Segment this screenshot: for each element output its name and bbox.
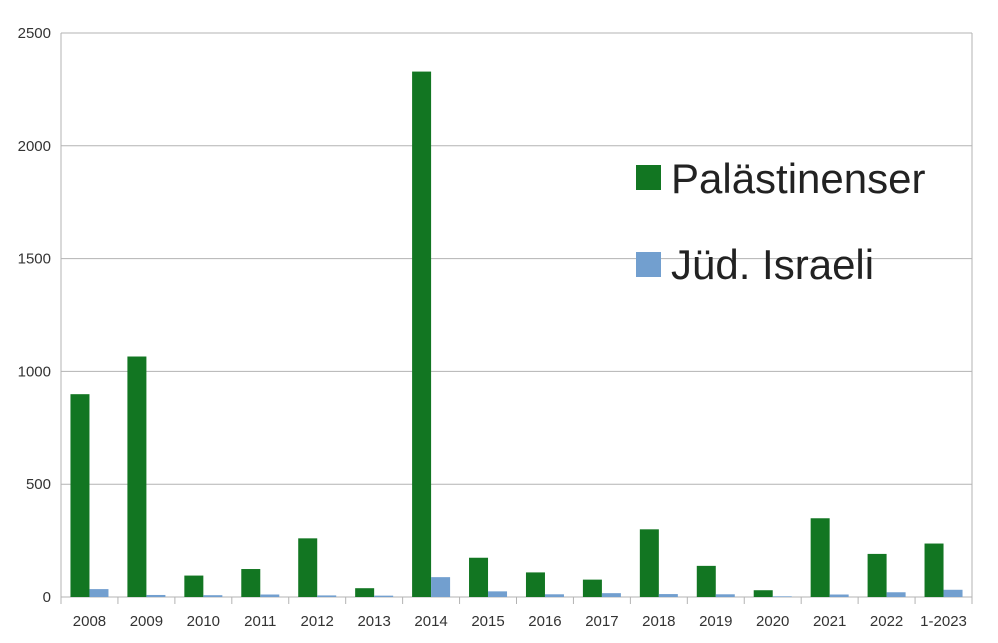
bar-juedische-israeli-2017: [601, 593, 621, 597]
bar-palaestinenser-2014: [412, 71, 432, 598]
legend-swatch-juedische-israeli: [636, 252, 661, 277]
bar-palaestinenser-2011: [241, 569, 261, 597]
x-tick-label: 2019: [699, 613, 732, 630]
bar-juedische-israeli-2015: [488, 591, 508, 597]
bar-juedische-israeli-2013: [374, 595, 394, 597]
y-tick-label: 2500: [18, 25, 51, 42]
y-tick-label: 0: [43, 589, 51, 606]
bar-juedische-israeli-2020: [772, 596, 792, 597]
bar-juedische-israeli-2011: [260, 594, 280, 597]
legend-label-palaestinenser: Palästinenser: [671, 155, 925, 202]
x-tick-label: 2020: [756, 613, 789, 630]
bar-juedische-israeli-2008: [89, 589, 109, 597]
x-tick-label: 2021: [813, 613, 846, 630]
x-tick-label: 2014: [414, 613, 447, 630]
bar-palaestinenser-2013: [355, 588, 375, 597]
bar-palaestinenser-2010: [184, 575, 204, 597]
bar-juedische-israeli-2014: [431, 577, 451, 597]
x-tick-label: 2016: [528, 613, 561, 630]
bar-juedische-israeli-1-2023: [943, 589, 963, 597]
axes: [60, 33, 973, 604]
bar-palaestinenser-2020: [753, 590, 773, 597]
bar-palaestinenser-2018: [639, 529, 659, 597]
legend: Palästinenser Jüd. Israeli: [636, 155, 925, 288]
y-axis-tick-labels: 0 500 1000 1500 2000 2500: [18, 25, 51, 606]
bar-palaestinenser-2016: [525, 572, 545, 597]
x-tick-label: 2022: [870, 613, 903, 630]
y-tick-label: 1000: [18, 363, 51, 380]
bar-palaestinenser-2009: [127, 356, 147, 597]
bar-palaestinenser-2015: [469, 557, 489, 597]
x-tick-label: 2017: [585, 613, 618, 630]
bars: [70, 71, 963, 598]
gridlines: [61, 32, 972, 598]
bar-juedische-israeli-2021: [829, 594, 849, 597]
bar-palaestinenser-2017: [582, 579, 602, 597]
x-tick-label: 2012: [301, 613, 334, 630]
x-tick-label: 2015: [471, 613, 504, 630]
x-tick-label: 2018: [642, 613, 675, 630]
x-tick-label: 1-2023: [920, 613, 967, 630]
bar-palaestinenser-2019: [696, 565, 716, 597]
x-tick-label: 2008: [73, 613, 106, 630]
y-tick-label: 2000: [18, 138, 51, 155]
x-tick-label: 2010: [187, 613, 220, 630]
bar-palaestinenser-2022: [867, 553, 887, 597]
bar-juedische-israeli-2009: [146, 594, 166, 597]
x-tick-label: 2009: [130, 613, 163, 630]
bar-palaestinenser-2008: [70, 394, 90, 597]
bar-juedische-israeli-2019: [715, 594, 735, 597]
x-tick-label: 2013: [357, 613, 390, 630]
bar-palaestinenser-1-2023: [924, 543, 944, 597]
legend-label-juedische-israeli: Jüd. Israeli: [671, 241, 874, 288]
x-axis-tick-labels: 2008 2009 2010 2011 2012 2013 2014 2015 2016 2017…: [73, 613, 967, 630]
x-tick-label: 2011: [244, 613, 276, 630]
bar-juedische-israeli-2018: [658, 594, 678, 597]
legend-swatch-palaestinenser: [636, 165, 661, 190]
bar-juedische-israeli-2016: [544, 594, 564, 597]
bar-palaestinenser-2012: [298, 538, 318, 597]
bar-juedische-israeli-2022: [886, 592, 906, 597]
y-tick-label: 1500: [18, 251, 51, 268]
bar-juedische-israeli-2012: [317, 595, 337, 597]
bar-palaestinenser-2021: [810, 518, 830, 597]
bar-juedische-israeli-2010: [203, 595, 223, 597]
y-tick-label: 500: [26, 476, 51, 493]
